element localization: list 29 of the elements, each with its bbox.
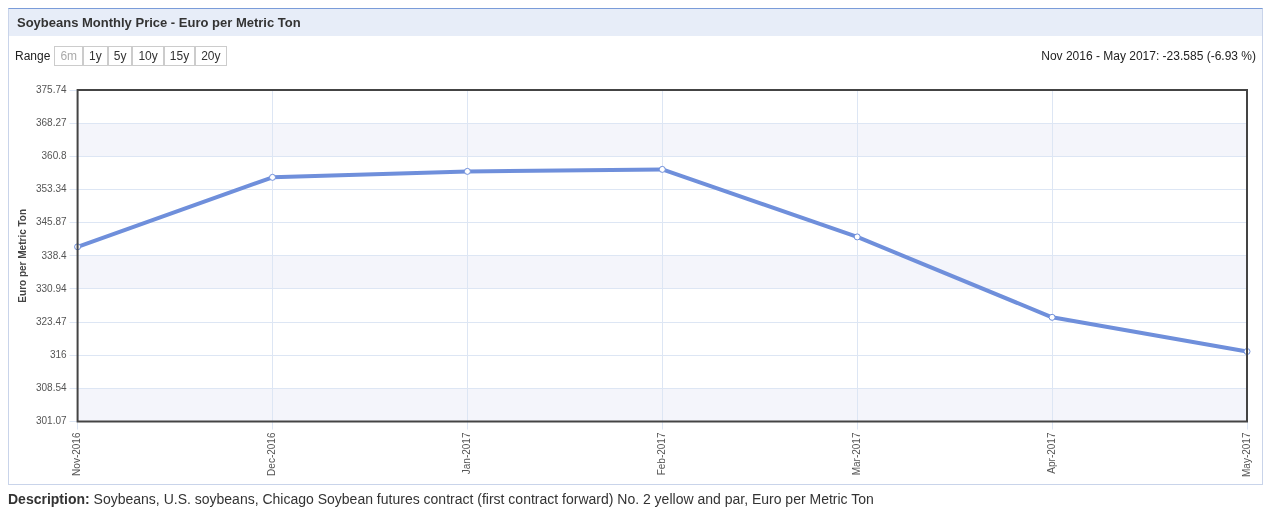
y-tick-label: 345.87 — [35, 216, 68, 228]
x-tick-label: Dec-2016 — [266, 432, 278, 476]
y-tick-label: 360.8 — [41, 150, 68, 162]
y-tick-label: 323.47 — [35, 315, 68, 327]
text: Description: Soybeans, U.S. soybeans, Chicago Soybean futures contract (first contract forward) No. 2 yellow and par, Euro per Metric Ton — [8, 491, 875, 507]
text: 5y — [107, 46, 133, 66]
x-tick-label: Jan-2017 — [461, 432, 473, 475]
text: Nov 2016 - May 2017: -23.585 (-6.93 %) — [1041, 49, 1256, 63]
y-tick-label: 368.27 — [35, 116, 68, 128]
y-tick-label: 338.4 — [41, 249, 68, 261]
y-tick-label: 301.07 — [35, 415, 68, 427]
y-tick-label: 375.74 — [35, 83, 68, 95]
chart-title: Soybeans Monthly Price - Euro per Metric Ton — [9, 9, 1262, 36]
x-tick-label: Feb-2017 — [656, 432, 668, 476]
x-tick-label: Apr-2017 — [1045, 432, 1057, 474]
text: 10y — [132, 46, 164, 66]
text: 20y — [195, 46, 227, 66]
x-tick-label: May-2017 — [1240, 432, 1252, 477]
y-tick-label: 353.34 — [35, 183, 68, 195]
text: 6m — [54, 46, 84, 66]
x-tick-label: Nov-2016 — [71, 432, 83, 476]
text: 15y — [163, 46, 196, 66]
x-tick-label: Mar-2017 — [850, 432, 862, 476]
y-axis-title: Euro per Metric Ton — [16, 208, 28, 303]
y-tick-label: 308.54 — [35, 382, 68, 394]
y-tick-label: 330.94 — [35, 282, 68, 294]
text: 1y — [83, 46, 108, 66]
text: Range — [15, 49, 51, 63]
y-tick-label: 316 — [49, 348, 68, 360]
